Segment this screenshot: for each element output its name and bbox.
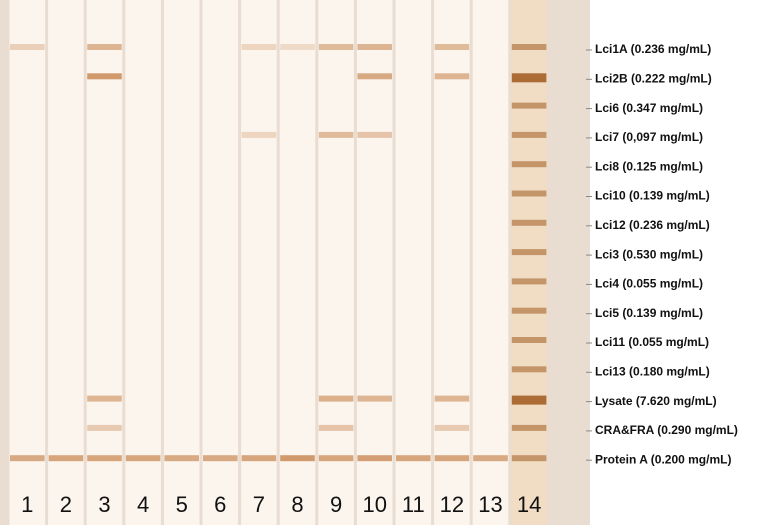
lane-label: 12 <box>440 492 464 517</box>
band <box>511 190 547 197</box>
lane-label: 4 <box>137 492 149 517</box>
band-label: Lci5 (0.139 mg/mL) <box>595 306 703 320</box>
band <box>87 73 122 80</box>
band <box>511 102 547 109</box>
lane-label: 1 <box>21 492 33 517</box>
band <box>241 44 277 50</box>
band <box>48 455 84 462</box>
band <box>357 44 392 50</box>
lane-label: 8 <box>291 492 303 517</box>
band-label: Lci6 (0.347 mg/mL) <box>595 101 703 115</box>
strip <box>86 0 123 525</box>
lane-label: 13 <box>478 492 502 517</box>
band <box>164 455 199 462</box>
band <box>511 249 547 256</box>
band <box>511 131 547 138</box>
band-label: Lci4 (0.055 mg/mL) <box>595 277 703 291</box>
strip <box>434 0 470 525</box>
strip <box>202 0 239 525</box>
strip <box>48 0 84 525</box>
band-label: Lci3 (0.530 mg/mL) <box>595 247 703 261</box>
strip <box>511 0 547 525</box>
band-label: Lci1A (0.236 mg/mL) <box>595 42 711 56</box>
band <box>241 455 277 462</box>
lane-label: 2 <box>60 492 72 517</box>
band <box>318 424 354 431</box>
band <box>203 455 238 462</box>
strip <box>472 0 509 525</box>
strip <box>163 0 200 525</box>
band <box>511 219 547 226</box>
band <box>511 307 547 314</box>
band <box>318 455 354 462</box>
band-label: Lci12 (0.236 mg/mL) <box>595 218 710 232</box>
band <box>511 337 547 343</box>
band <box>434 395 470 402</box>
band <box>357 455 392 462</box>
band <box>10 44 45 50</box>
band <box>511 161 547 168</box>
band <box>434 455 470 462</box>
band <box>434 73 470 80</box>
band <box>511 73 547 83</box>
band <box>241 131 277 138</box>
band <box>511 395 547 405</box>
band-label: Lci13 (0.180 mg/mL) <box>595 364 710 378</box>
band-label: Lysate (7.620 mg/mL) <box>595 394 717 408</box>
band <box>280 455 315 462</box>
strip <box>125 0 161 525</box>
lane-label: 10 <box>362 492 386 517</box>
band <box>434 44 470 50</box>
band <box>280 44 315 50</box>
band <box>511 455 547 462</box>
strip <box>279 0 316 525</box>
band <box>434 424 470 431</box>
band <box>318 44 354 50</box>
lane-label: 3 <box>98 492 110 517</box>
band-label: Protein A (0.200 mg/mL) <box>595 452 731 466</box>
band <box>125 455 161 462</box>
band <box>87 395 122 402</box>
band <box>511 424 547 431</box>
band <box>318 131 354 138</box>
band <box>357 395 392 402</box>
band-label: Lci10 (0.139 mg/mL) <box>595 189 710 203</box>
band <box>87 424 122 431</box>
band <box>357 131 392 138</box>
lane-label: 5 <box>176 492 188 517</box>
strip <box>241 0 277 525</box>
lane-label: 14 <box>517 492 541 517</box>
band <box>87 455 122 462</box>
band <box>511 44 547 50</box>
band-label: Lci11 (0.055 mg/mL) <box>595 335 709 349</box>
band <box>318 395 354 402</box>
band <box>511 366 547 373</box>
band <box>396 455 431 462</box>
band <box>473 455 508 462</box>
lane-label: 7 <box>253 492 265 517</box>
strip <box>395 0 432 525</box>
band-label: CRA&FRA (0.290 mg/mL) <box>595 423 738 437</box>
lane-label: 11 <box>402 492 425 517</box>
strip <box>318 0 354 525</box>
lane-label: 6 <box>214 492 226 517</box>
band <box>87 44 122 50</box>
band <box>10 455 45 462</box>
strip <box>9 0 46 525</box>
lane-label: 9 <box>330 492 342 517</box>
band <box>357 73 392 80</box>
strip <box>356 0 393 525</box>
band-label: Lci8 (0.125 mg/mL) <box>595 159 703 173</box>
band <box>511 278 547 285</box>
band-label: Lci2B (0.222 mg/mL) <box>595 71 712 85</box>
band-label: Lci7 (0,097 mg/mL) <box>595 130 703 144</box>
